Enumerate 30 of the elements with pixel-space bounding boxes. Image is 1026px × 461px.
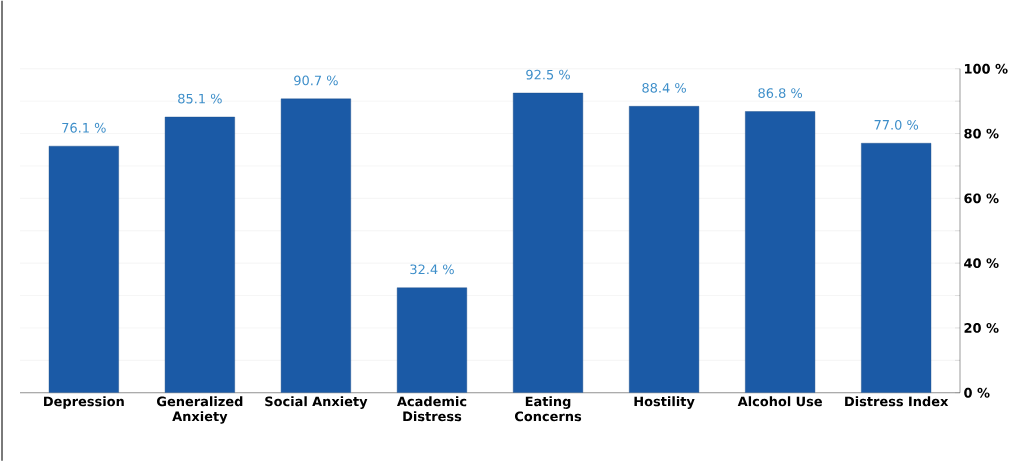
- x-tick-label: Alcohol Use: [737, 396, 822, 407]
- y-tick-label: 60 %: [964, 193, 999, 204]
- bar: [280, 98, 351, 393]
- bar: [513, 92, 584, 393]
- x-tick-label: Eating Concerns: [514, 396, 582, 421]
- x-tick-label: Social Anxiety: [265, 396, 368, 409]
- y-tick-label: 20 %: [964, 322, 999, 333]
- data-label: 92.5 %: [526, 69, 570, 80]
- data-label: 85.1 %: [178, 93, 222, 104]
- y-tick-label: 100 %: [964, 63, 1008, 74]
- bar: [629, 105, 700, 393]
- data-label: 90.7 %: [294, 75, 338, 86]
- y-tick-label: 80 %: [964, 128, 999, 139]
- data-label: 77.0 %: [874, 119, 919, 130]
- x-tick-label: Depression: [44, 396, 124, 409]
- y-tick-label: 40 %: [964, 258, 999, 268]
- data-label: 76.1 %: [62, 122, 106, 133]
- x-tick-label: Hostility: [634, 396, 695, 409]
- bar: [48, 145, 119, 393]
- x-tick-label: Distress Index: [845, 396, 949, 407]
- data-label: 32.4 %: [410, 264, 454, 275]
- bar: [396, 287, 467, 393]
- y-tick-label: 0 %: [964, 387, 990, 398]
- bar: [861, 142, 932, 393]
- data-label: 86.8 %: [758, 87, 803, 98]
- x-tick-label: Academic Distress: [396, 396, 467, 421]
- data-label: 88.4 %: [642, 82, 686, 93]
- x-tick-label: Generalized Anxiety: [157, 396, 243, 424]
- bar: [745, 111, 816, 393]
- bar: [164, 116, 235, 393]
